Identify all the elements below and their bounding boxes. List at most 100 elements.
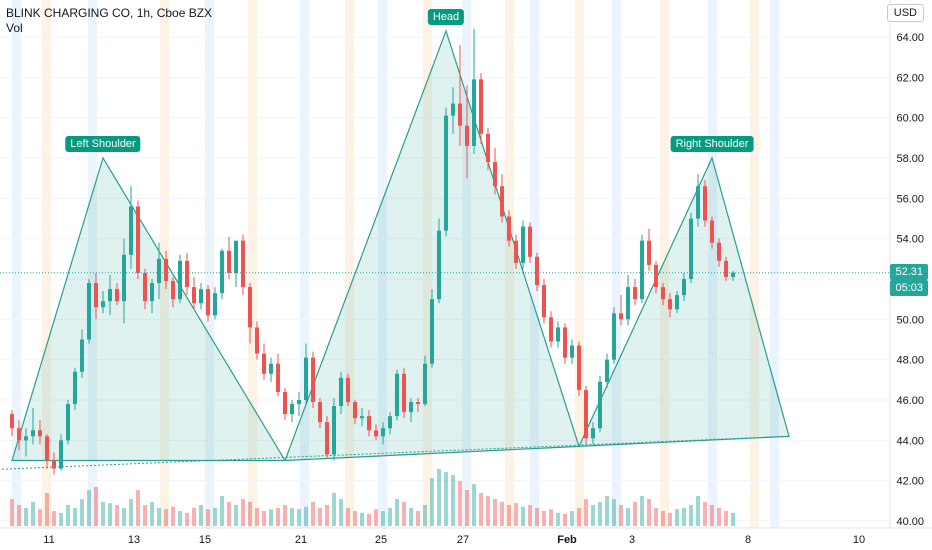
candle-body: [507, 216, 511, 241]
candle-body: [283, 391, 287, 415]
candle-body: [80, 339, 84, 372]
volume-bar: [290, 508, 294, 526]
price-tick-label: 50.00: [896, 314, 924, 326]
candle-body: [731, 272, 735, 277]
candle-body: [94, 283, 98, 308]
candle-body: [654, 264, 658, 288]
left-shoulder-label[interactable]: Left Shoulder: [65, 136, 141, 152]
volume-bar: [423, 505, 427, 526]
candle-body: [87, 283, 91, 340]
volume-bar: [311, 502, 315, 526]
session-band: [660, 0, 669, 528]
volume-bar: [17, 505, 21, 526]
volume-bar: [619, 505, 623, 526]
time-tick-label: 27: [457, 534, 469, 546]
candle-body: [675, 295, 679, 310]
volume-bar: [654, 508, 658, 526]
volume-bar: [248, 502, 252, 526]
candle-body: [402, 373, 406, 413]
candle-body: [563, 327, 567, 358]
candle-body: [353, 402, 357, 419]
candle-body: [122, 254, 126, 302]
candle-body: [549, 317, 553, 342]
volume-bar: [577, 508, 581, 526]
right-shoulder-label[interactable]: Right Shoulder: [670, 136, 754, 152]
volume-bar: [570, 511, 574, 526]
session-band: [345, 0, 354, 528]
candle-body: [668, 299, 672, 310]
candle-body: [521, 226, 525, 263]
candle-body: [486, 133, 490, 163]
volume-bar: [640, 496, 644, 526]
volume-bar: [633, 502, 637, 526]
volume-bar: [136, 490, 140, 526]
head-label[interactable]: Head: [427, 8, 465, 25]
volume-bar: [185, 512, 189, 526]
candle-body: [626, 287, 630, 320]
candle-body: [514, 240, 518, 263]
candle-body: [556, 327, 560, 342]
volume-bar: [479, 493, 483, 526]
volume-bar: [507, 505, 511, 526]
volume-bar: [94, 487, 98, 526]
price-tick-label: 42.00: [896, 476, 924, 488]
volume-bar: [465, 490, 469, 526]
volume-bar: [402, 502, 406, 526]
volume-bar: [87, 490, 91, 526]
volume-bar: [143, 505, 147, 526]
volume-bar: [178, 511, 182, 526]
volume-bar: [199, 505, 203, 526]
volume-bar: [227, 502, 231, 526]
candle-body: [598, 381, 602, 429]
session-band: [42, 0, 51, 528]
volume-bar: [437, 469, 441, 526]
volume-bar: [220, 496, 224, 526]
candle-body: [101, 301, 105, 308]
candle-body: [430, 299, 434, 364]
volume-bar: [563, 514, 567, 526]
candle-body: [227, 250, 231, 273]
session-band: [708, 0, 717, 528]
volume-bar: [647, 499, 651, 526]
volume-bar: [45, 493, 49, 526]
volume-bar: [486, 496, 490, 526]
candle-body: [472, 79, 476, 146]
candle-body: [192, 287, 196, 304]
volume-bar: [276, 508, 280, 526]
volume-bar: [668, 512, 672, 526]
volume-bar: [416, 511, 420, 526]
session-band: [575, 0, 584, 528]
candle-body: [542, 285, 546, 318]
candle-body: [157, 258, 161, 284]
price-tick-label: 62.00: [896, 72, 924, 84]
candle-body: [52, 460, 56, 469]
session-band: [612, 0, 621, 528]
candle-body: [255, 327, 259, 354]
volume-bar: [283, 505, 287, 526]
time-tick-label: Feb: [557, 534, 577, 546]
volume-bar: [542, 511, 546, 526]
candle-body: [619, 313, 623, 320]
candle-body: [570, 345, 574, 358]
volume-bar: [73, 508, 77, 526]
candle-body: [59, 440, 63, 469]
session-band: [423, 0, 432, 528]
candle-body: [171, 281, 175, 300]
currency-button[interactable]: USD: [886, 4, 924, 22]
volume-bar: [682, 508, 686, 526]
candle-body: [318, 402, 322, 423]
volume-bar: [409, 508, 413, 526]
price-tick-label: 48.00: [896, 355, 924, 367]
volume-bar: [262, 511, 266, 526]
volume-bar: [101, 502, 105, 526]
volume-bar: [514, 503, 518, 526]
candle-body: [640, 240, 644, 300]
candle-body: [178, 260, 182, 300]
candle-body: [591, 428, 595, 439]
candle-body: [500, 186, 504, 217]
volume-bar: [458, 481, 462, 526]
candle-body: [682, 279, 686, 296]
volume-bar: [31, 502, 35, 526]
candle-body: [241, 240, 245, 288]
